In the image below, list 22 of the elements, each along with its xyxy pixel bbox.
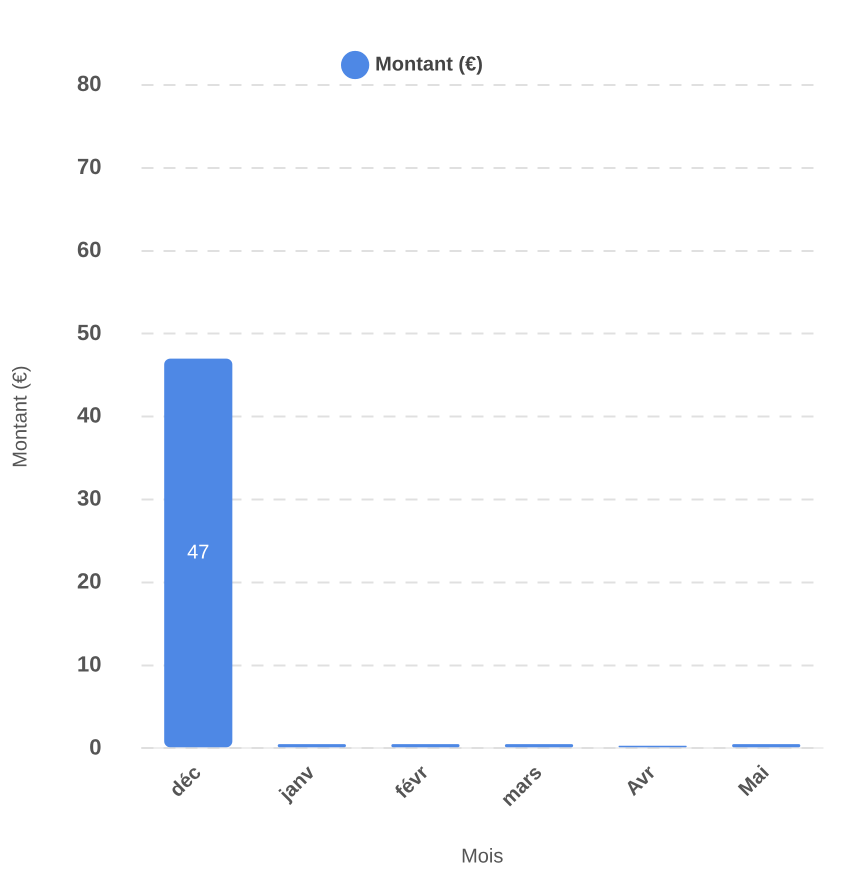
x-tick-label: Mai	[734, 762, 774, 801]
y-axis-title: Montant (€)	[10, 365, 32, 468]
bar	[732, 744, 800, 748]
y-tick-label: 0	[89, 734, 102, 760]
y-tick-label: 20	[76, 568, 102, 594]
x-tick-label: déc	[166, 762, 206, 802]
y-tick-label: 30	[76, 486, 102, 511]
y-tick-label: 10	[76, 651, 102, 676]
y-tick-label: 80	[76, 71, 102, 96]
bar	[504, 744, 574, 748]
bar	[278, 744, 346, 748]
y-tick-label: 50	[76, 320, 102, 345]
bar	[164, 358, 232, 748]
x-tick-label: févr	[391, 761, 434, 804]
x-tick-label: Avr	[621, 761, 660, 800]
bar	[391, 744, 460, 748]
data-label: 47	[187, 541, 210, 564]
y-tick-label: 70	[76, 154, 102, 179]
y-tick-label: 60	[76, 236, 102, 262]
y-tick-label: 40	[76, 402, 102, 428]
legend-label: Montant (€)	[375, 54, 483, 76]
x-axis-title: Mois	[461, 846, 504, 868]
